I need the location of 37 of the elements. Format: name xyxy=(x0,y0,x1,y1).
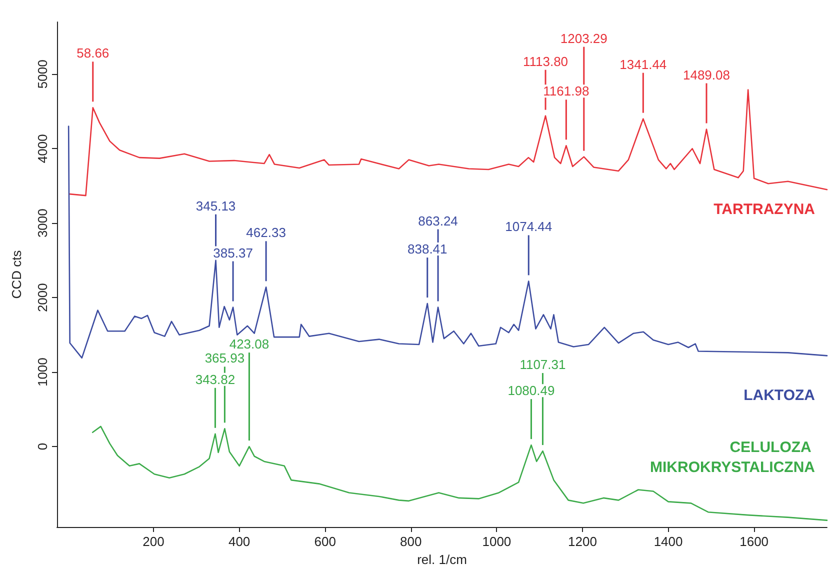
line-series xyxy=(92,426,828,521)
series-label: CELULOZA MIKROKRYSTALICZNA xyxy=(650,439,816,476)
annotation: 1489.08 xyxy=(682,67,730,82)
y-tick-label: 2000 xyxy=(35,283,50,312)
y-tick-label: 4000 xyxy=(35,134,50,164)
annotation: 1080.49 xyxy=(508,383,555,398)
x-tick-label: 1400 xyxy=(654,534,683,549)
annotation: 462.33 xyxy=(246,225,286,240)
y-tick-label: 5000 xyxy=(35,60,50,89)
x-tick-label: 1600 xyxy=(740,534,769,549)
annotation: 385.37 xyxy=(213,245,253,260)
x-tick-label: 800 xyxy=(400,534,422,549)
x-tick-label: 1000 xyxy=(482,534,512,549)
x-tick-label: 600 xyxy=(314,534,336,549)
x-axis-title: rel. 1/cm xyxy=(417,552,467,567)
series-label: TARTRAZYNA xyxy=(714,201,816,218)
annotation: 58.66 xyxy=(76,46,110,61)
text: LAKTOZA xyxy=(744,386,816,404)
annotation: 1074.44 xyxy=(505,219,552,234)
y-tick-label: 0 xyxy=(35,442,50,450)
x-tick-label: 200 xyxy=(142,534,164,549)
annotation: 1161.98 xyxy=(543,84,590,99)
annotation: 863.24 xyxy=(418,213,458,228)
annotation: 343.82 xyxy=(195,372,236,387)
x-tick-label: 1200 xyxy=(568,534,597,549)
annotation: 1107.31 xyxy=(520,357,566,372)
annotation: 1113.80 xyxy=(522,54,568,69)
annotation: 1341.44 xyxy=(620,56,667,72)
y-axis-title: CCD cts xyxy=(9,250,24,299)
annotation: 1203.29 xyxy=(560,30,608,46)
y-tick-label: 3000 xyxy=(35,208,50,238)
y-tick-label: 1000 xyxy=(35,358,50,387)
annotation: 365.93 xyxy=(204,350,245,366)
annotation: 838.41 xyxy=(407,242,448,257)
x-tick-label: 400 xyxy=(228,534,250,549)
annotation: 345.13 xyxy=(196,198,236,214)
annotation: 423.08 xyxy=(229,336,270,352)
